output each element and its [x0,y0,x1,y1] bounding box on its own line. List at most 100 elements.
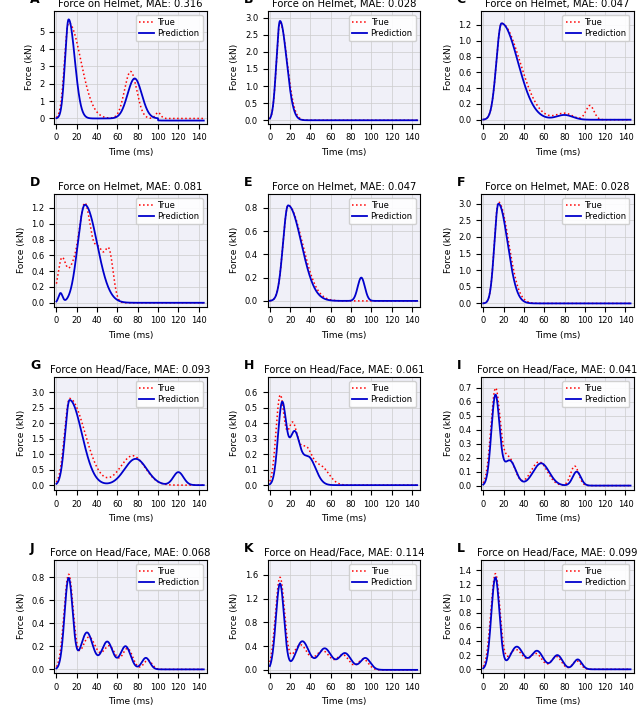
Prediction [497,202,504,211]
Prediction [334,481,342,489]
Line: True: True [56,23,204,118]
Prediction [118,106,126,115]
Prediction [52,480,60,488]
Y-axis label: Force (kN): Force (kN) [17,227,26,273]
Prediction [492,390,499,399]
True [284,203,291,211]
True [284,635,291,644]
Prediction [70,622,78,631]
Prediction [497,21,504,29]
Prediction [118,298,126,306]
Prediction [200,481,207,489]
Line: Prediction: Prediction [270,402,417,485]
Line: True: True [56,575,204,669]
Prediction [121,298,129,307]
True [328,655,336,664]
Prediction [121,99,129,108]
Y-axis label: Force (kN): Force (kN) [444,227,452,273]
Prediction [495,199,502,208]
Y-axis label: Force (kN): Force (kN) [444,593,452,639]
True [332,477,339,486]
Prediction [548,113,556,122]
Text: I: I [457,360,461,372]
True [542,464,550,473]
Prediction [266,662,274,671]
True [497,200,504,209]
Prediction [545,299,553,308]
True [284,58,291,67]
Prediction [491,392,499,401]
Line: Prediction: Prediction [270,205,417,301]
Text: C: C [457,0,466,6]
Title: Force on Head/Face, MAE: 0.093: Force on Head/Face, MAE: 0.093 [51,365,211,375]
Prediction [52,297,60,305]
Prediction [479,481,487,489]
Title: Force on Helmet, MAE: 0.047: Force on Helmet, MAE: 0.047 [485,0,630,9]
True [334,296,342,305]
True [548,299,556,308]
True [52,662,60,671]
Prediction [118,468,126,477]
True [413,481,421,489]
True [136,457,144,466]
Prediction [266,115,274,123]
True [118,298,126,307]
Prediction [195,116,202,125]
Prediction [542,657,550,666]
Prediction [332,655,339,664]
Text: E: E [243,176,252,189]
Prediction [563,481,571,489]
True [542,110,550,118]
Prediction [328,653,336,661]
Prediction [542,112,550,121]
X-axis label: Time (ms): Time (ms) [321,331,367,340]
Prediction [332,296,339,305]
X-axis label: Time (ms): Time (ms) [108,514,154,523]
Prediction [64,18,72,26]
Prediction [64,293,72,301]
True [491,234,499,243]
Prediction [334,116,342,125]
True [548,111,556,120]
True [332,116,339,125]
Prediction [563,299,571,308]
Prediction [115,110,123,119]
Title: Force on Head/Face, MAE: 0.041: Force on Head/Face, MAE: 0.041 [477,365,637,375]
Prediction [121,464,129,473]
Prediction [479,299,487,308]
Prediction [479,115,487,124]
Prediction [350,481,358,489]
True [121,298,129,307]
Title: Force on Helmet, MAE: 0.316: Force on Helmet, MAE: 0.316 [58,0,203,9]
Legend: True, Prediction: True, Prediction [136,564,203,590]
True [121,85,129,93]
True [136,298,144,307]
Prediction [136,298,144,307]
Prediction [284,63,291,71]
Prediction [491,77,499,85]
True [627,299,634,308]
Prediction [413,481,421,489]
True [328,296,336,305]
True [497,21,504,29]
True [70,613,78,622]
Line: True: True [270,205,417,301]
True [66,394,74,403]
Prediction [136,457,144,466]
True [115,296,123,305]
True [413,666,421,674]
True [70,254,77,263]
True [350,661,358,669]
Prediction [491,575,499,583]
Line: Prediction: Prediction [56,19,204,120]
True [70,27,78,36]
True [64,21,72,29]
Prediction [627,115,634,124]
True [266,296,274,305]
True [479,662,487,671]
True [276,573,284,582]
True [278,577,285,585]
Line: True: True [56,203,204,303]
Text: G: G [30,360,40,372]
Legend: True, Prediction: True, Prediction [349,564,416,590]
